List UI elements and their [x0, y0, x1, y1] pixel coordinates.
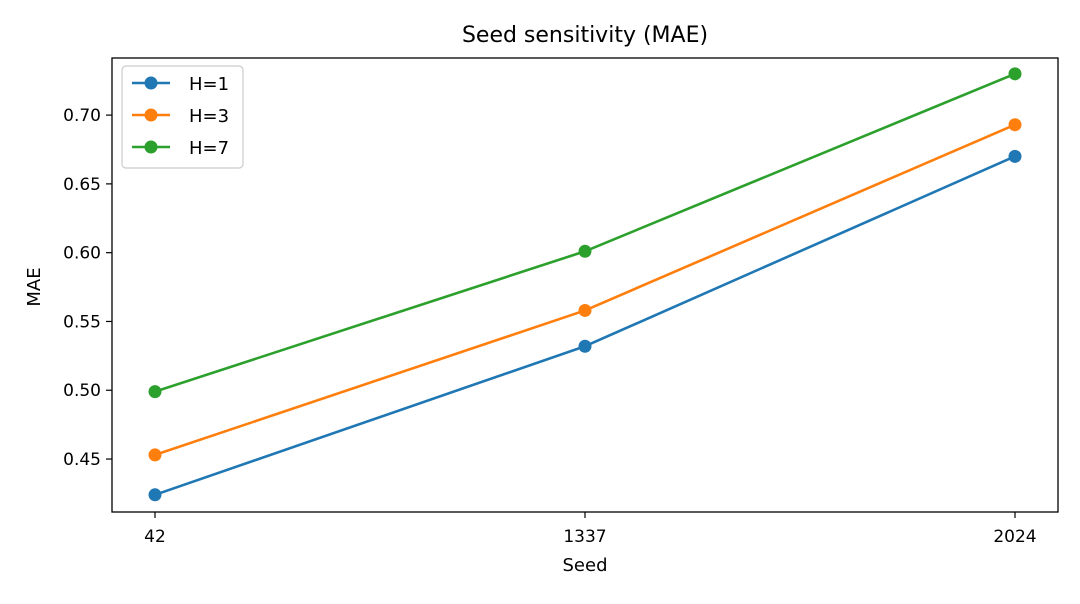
data-point — [148, 448, 162, 462]
chart-title: Seed sensitivity (MAE) — [462, 23, 708, 48]
data-point — [1008, 67, 1022, 81]
data-point — [578, 339, 592, 353]
legend-marker — [144, 76, 158, 90]
y-tick-label: 0.45 — [63, 450, 101, 470]
legend-marker — [144, 140, 158, 154]
y-tick-label: 0.70 — [63, 106, 101, 126]
legend-entry-1: H=1 — [132, 74, 229, 95]
legend-marker — [144, 108, 158, 122]
y-tick-label: 0.50 — [63, 381, 101, 401]
plot-area — [148, 67, 1022, 502]
data-point — [148, 488, 162, 502]
legend-entry-2: H=3 — [132, 106, 229, 127]
y-tick-label: 0.60 — [63, 244, 101, 264]
data-point — [1008, 118, 1022, 132]
y-axis-label: MAE — [24, 267, 45, 306]
data-point — [578, 303, 592, 317]
x-tick-label: 1337 — [563, 527, 606, 547]
x-tick-label: 42 — [144, 527, 166, 547]
x-tick-label: 2024 — [993, 527, 1036, 547]
legend: H=1 H=3 H=7 — [121, 65, 244, 169]
series-3 — [148, 67, 1022, 399]
x-axis-label: Seed — [563, 555, 608, 576]
axes: 42 1337 2024 0.45 0.50 0.55 0.60 0.65 0.70 — [63, 57, 1059, 547]
legend-label: H=1 — [189, 74, 229, 95]
legend-entry-3: H=7 — [132, 138, 229, 159]
legend-label: H=3 — [189, 106, 229, 127]
y-tick-label: 0.55 — [63, 312, 101, 332]
legend-label: H=7 — [189, 138, 229, 159]
data-point — [578, 244, 592, 258]
data-point — [148, 385, 162, 399]
series-1 — [148, 149, 1022, 502]
series-2 — [148, 118, 1022, 462]
data-point — [1008, 149, 1022, 163]
y-tick-label: 0.65 — [63, 175, 101, 195]
